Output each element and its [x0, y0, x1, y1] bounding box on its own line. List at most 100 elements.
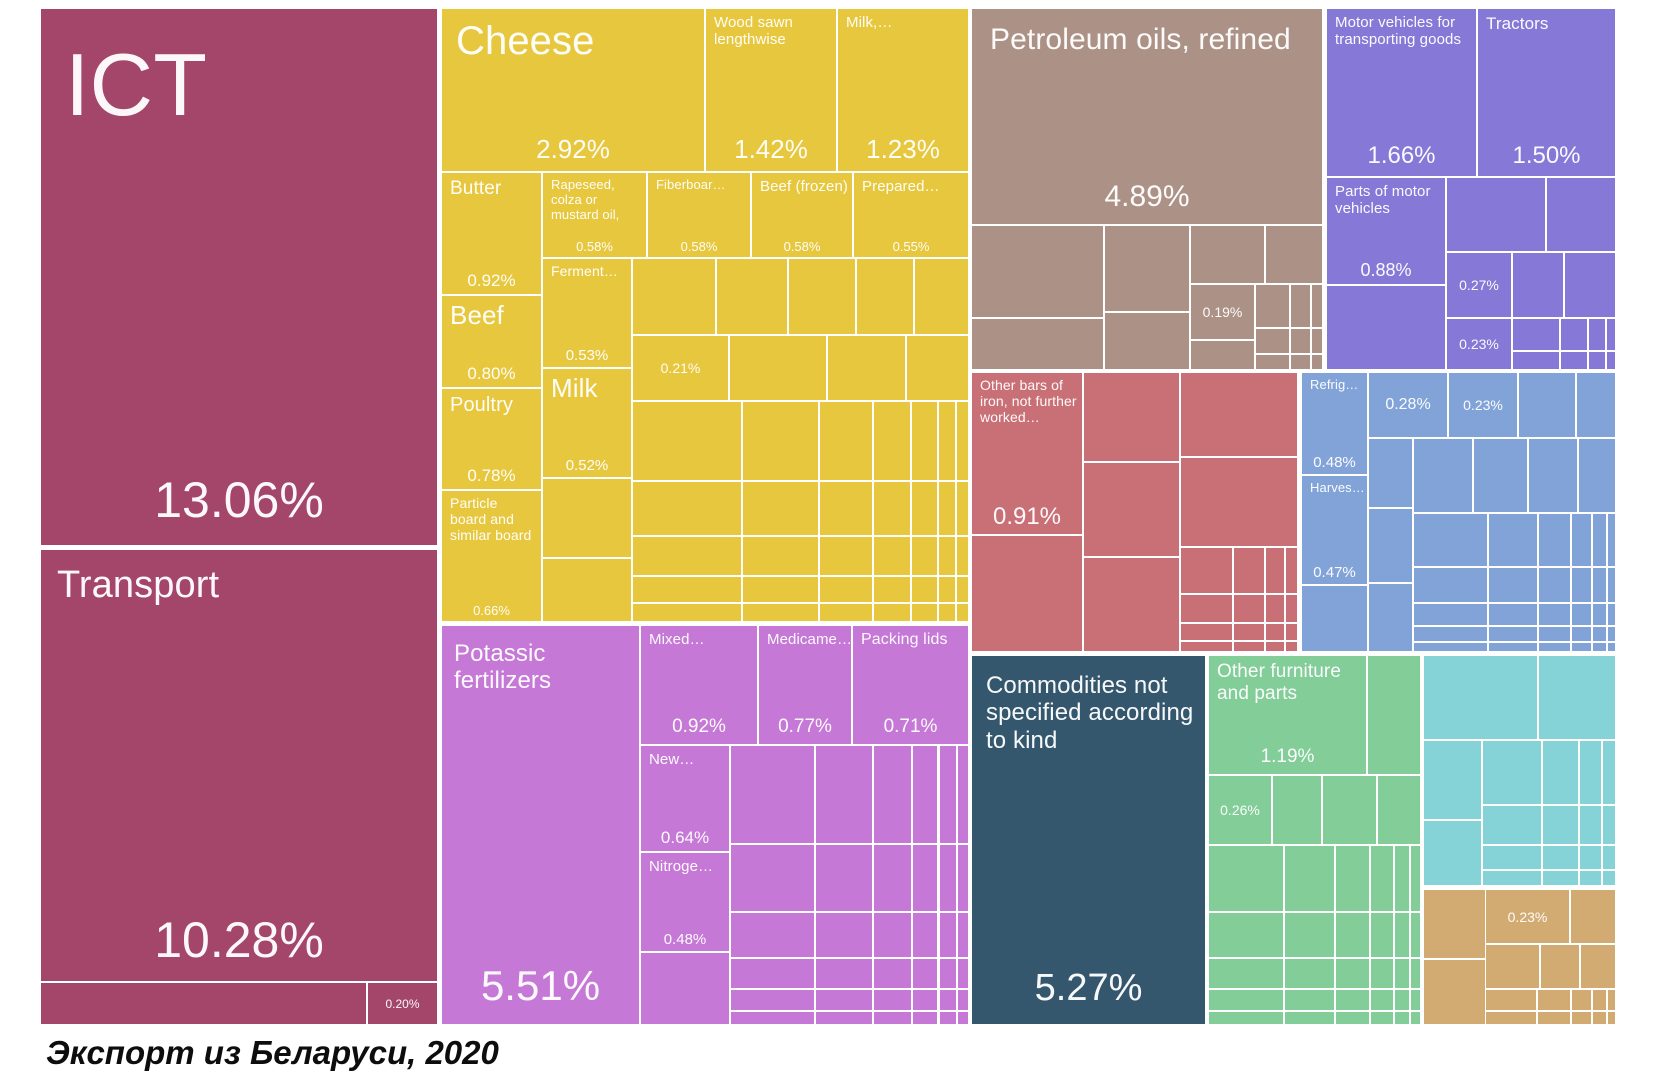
- tile-red[interactable]: [1180, 457, 1298, 547]
- tile-taupe[interactable]: [1310, 284, 1323, 328]
- tile-tan[interactable]: [1540, 944, 1580, 989]
- tile-taupe[interactable]: [1104, 312, 1190, 370]
- tile-yellow[interactable]: [632, 401, 743, 481]
- tile-cyan[interactable]: [1578, 845, 1602, 871]
- tile-green[interactable]: [1283, 989, 1336, 1011]
- tile-purple[interactable]: [1588, 318, 1606, 351]
- tile-green[interactable]: [1272, 775, 1322, 845]
- tile-orchid[interactable]: [730, 844, 815, 913]
- tile-red[interactable]: [1232, 593, 1266, 623]
- tile-purple[interactable]: 0.23%: [1446, 318, 1512, 370]
- tile-yellow[interactable]: [937, 401, 957, 481]
- tile-fiberboar[interactable]: Fiberboar… 0.58%: [647, 172, 751, 258]
- tile-green[interactable]: [1335, 912, 1371, 959]
- tile-blue[interactable]: [1368, 438, 1413, 508]
- tile-taupe[interactable]: [1104, 225, 1190, 312]
- tile-orchid[interactable]: [938, 912, 957, 958]
- tile-orchid[interactable]: [911, 844, 939, 913]
- tile-orchid[interactable]: [938, 844, 957, 913]
- tile-beef-frozen[interactable]: Beef (frozen) 0.58%: [751, 172, 853, 258]
- tile-blue[interactable]: [1537, 641, 1571, 652]
- tile-red[interactable]: [1285, 547, 1298, 594]
- tile-orchid[interactable]: [730, 958, 815, 990]
- tile-red[interactable]: [1232, 547, 1266, 594]
- tile-purple[interactable]: [1326, 285, 1446, 370]
- tile-blue[interactable]: [1413, 513, 1489, 568]
- tile-cyan[interactable]: [1482, 845, 1542, 871]
- tile-orchid[interactable]: [938, 958, 957, 990]
- tile-yellow[interactable]: [911, 536, 938, 576]
- tile-yellow[interactable]: [819, 480, 874, 537]
- tile-green[interactable]: [1410, 1010, 1421, 1025]
- tile-green[interactable]: [1208, 912, 1284, 959]
- tile-green[interactable]: [1283, 1010, 1336, 1025]
- tile-blue[interactable]: [1488, 626, 1538, 642]
- tile-blue[interactable]: [1592, 602, 1607, 627]
- tile-nitroge[interactable]: Nitroge… 0.48%: [640, 852, 730, 952]
- tile-red[interactable]: [1180, 547, 1233, 594]
- tile-cyan[interactable]: [1578, 870, 1602, 886]
- tile-purple[interactable]: [1446, 177, 1546, 252]
- tile-cyan[interactable]: [1541, 805, 1579, 846]
- tile-yellow[interactable]: [856, 258, 914, 335]
- tile-cyan[interactable]: [1482, 805, 1542, 846]
- tile-blue[interactable]: [1413, 438, 1473, 513]
- tile-other-furniture-and-parts[interactable]: Other furniture and parts 1.19%: [1208, 655, 1367, 775]
- tile-yellow[interactable]: [542, 478, 632, 558]
- tile-red[interactable]: [1265, 547, 1286, 594]
- tile-yellow[interactable]: [956, 536, 969, 576]
- tile-orchid[interactable]: [911, 958, 939, 990]
- tile-yellow[interactable]: [819, 575, 874, 603]
- tile-orchid[interactable]: [956, 989, 969, 1011]
- tile-yellow[interactable]: [914, 258, 969, 335]
- tile-blue[interactable]: [1606, 567, 1616, 603]
- tile-green[interactable]: [1393, 1010, 1410, 1025]
- tile-purple[interactable]: [1512, 350, 1560, 370]
- tile-red[interactable]: [1083, 372, 1180, 462]
- tile-orchid[interactable]: [640, 952, 730, 1025]
- tile-red[interactable]: [1180, 622, 1233, 641]
- tile-green[interactable]: [1393, 845, 1410, 913]
- tile-tan[interactable]: [1592, 1010, 1607, 1025]
- tile-cyan[interactable]: [1601, 845, 1616, 871]
- tile-parts-of-motor-vehicles[interactable]: Parts of motor vehicles 0.88%: [1326, 177, 1446, 285]
- tile-red[interactable]: [1265, 622, 1286, 641]
- tile-petroleum-oils-refined[interactable]: Petroleum oils, refined 4.89%: [971, 8, 1323, 225]
- tile-purple[interactable]: [1588, 350, 1606, 370]
- tile-blue[interactable]: [1301, 585, 1368, 652]
- tile-red[interactable]: [1180, 372, 1298, 457]
- tile-orchid[interactable]: [956, 745, 969, 845]
- tile-other-bars-of-iron-not-further-worked[interactable]: Other bars of iron, not further worked… 0…: [971, 372, 1083, 535]
- tile-tan[interactable]: [1423, 889, 1491, 959]
- tile-green[interactable]: [1370, 989, 1394, 1011]
- tile-green[interactable]: [1393, 912, 1410, 959]
- tile-yellow[interactable]: [827, 335, 907, 401]
- tile-maroon[interactable]: [40, 982, 367, 1025]
- tile-orchid[interactable]: [730, 912, 815, 958]
- tile-blue[interactable]: [1570, 567, 1593, 603]
- tile-green[interactable]: [1370, 958, 1394, 990]
- tile-green[interactable]: [1283, 845, 1336, 913]
- tile-cyan[interactable]: [1601, 740, 1616, 806]
- tile-purple[interactable]: [1605, 350, 1616, 370]
- tile-green[interactable]: [1335, 845, 1371, 913]
- tile-green[interactable]: [1208, 958, 1284, 990]
- tile-red[interactable]: [1083, 557, 1180, 652]
- tile-tan[interactable]: [1570, 1010, 1593, 1025]
- tile-red[interactable]: [1232, 622, 1266, 641]
- tile-new[interactable]: New… 0.64%: [640, 745, 730, 852]
- tile-orchid[interactable]: [911, 912, 939, 958]
- tile-blue[interactable]: [1537, 513, 1571, 568]
- tile-taupe[interactable]: [971, 225, 1104, 318]
- tile-green[interactable]: [1370, 1010, 1394, 1025]
- tile-purple[interactable]: [1512, 318, 1560, 351]
- tile-tan[interactable]: [1592, 989, 1607, 1011]
- tile-purple[interactable]: [1559, 318, 1589, 351]
- tile-cyan[interactable]: [1578, 740, 1602, 806]
- tile-cyan[interactable]: [1601, 805, 1616, 846]
- tile-red[interactable]: [971, 535, 1083, 652]
- tile-refrig[interactable]: Refrig… 0.48%: [1301, 372, 1368, 475]
- tile-blue[interactable]: [1413, 641, 1489, 652]
- tile-red[interactable]: [1285, 593, 1298, 623]
- tile-cyan[interactable]: [1541, 870, 1579, 886]
